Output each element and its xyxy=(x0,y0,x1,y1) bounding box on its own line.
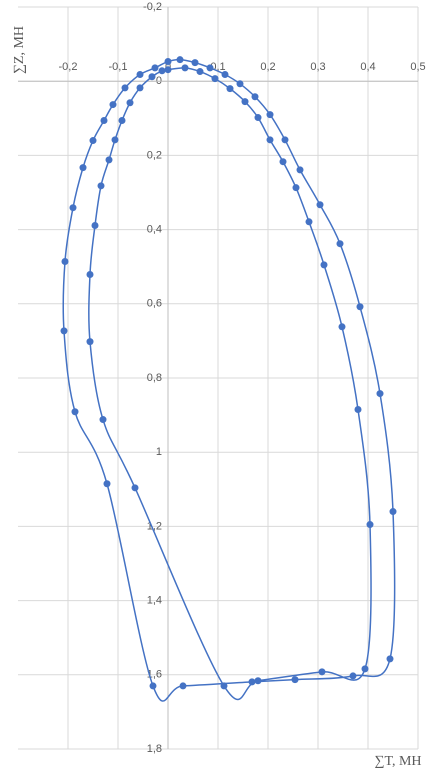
data-point xyxy=(86,338,94,346)
y-tick-label: 0,2 xyxy=(147,149,162,161)
data-point xyxy=(71,408,79,416)
data-point xyxy=(316,201,324,209)
data-point xyxy=(389,508,397,516)
data-point xyxy=(248,678,256,686)
data-point xyxy=(320,261,328,269)
data-point xyxy=(386,655,394,663)
data-point xyxy=(97,182,105,190)
data-point xyxy=(266,136,274,144)
data-point xyxy=(221,71,229,79)
y-axis-title: ∑Z, МН xyxy=(12,26,27,74)
data-point xyxy=(164,66,172,74)
y-tick-label: 1 xyxy=(156,446,162,458)
data-point xyxy=(60,327,68,335)
data-point xyxy=(251,93,259,101)
data-point xyxy=(99,416,107,424)
data-point xyxy=(241,98,249,106)
x-tick-label: 0,2 xyxy=(260,61,275,73)
data-point xyxy=(349,672,357,680)
data-point xyxy=(103,480,111,488)
data-point xyxy=(121,84,129,92)
data-point xyxy=(126,99,134,107)
x-axis-title: ∑T, МН xyxy=(374,754,421,769)
data-point xyxy=(291,676,299,684)
data-point xyxy=(148,73,156,81)
x-tick-label: -0,1 xyxy=(109,61,128,73)
data-point xyxy=(176,56,184,64)
y-tick-label: 1,2 xyxy=(147,520,162,532)
data-point xyxy=(164,58,172,66)
data-point xyxy=(226,85,234,93)
data-point xyxy=(89,137,97,145)
data-point xyxy=(366,521,374,529)
x-tick-label: 0,4 xyxy=(360,61,375,73)
data-point xyxy=(61,258,69,266)
y-tick-label: -0,2 xyxy=(143,1,162,13)
y-tick-label: 0,6 xyxy=(147,298,162,310)
data-point xyxy=(196,68,204,76)
series-line xyxy=(88,67,372,701)
data-point xyxy=(111,136,119,144)
data-point xyxy=(376,390,384,398)
data-point xyxy=(266,111,274,119)
data-point xyxy=(181,64,189,72)
data-point xyxy=(236,80,244,88)
data-point xyxy=(100,117,108,125)
x-tick-label: 0,3 xyxy=(310,61,325,73)
data-point xyxy=(318,668,326,676)
y-tick-label: 0,4 xyxy=(147,224,162,236)
data-point xyxy=(206,64,214,72)
data-point xyxy=(356,303,364,311)
data-point xyxy=(338,323,346,331)
data-point xyxy=(336,240,344,248)
data-point xyxy=(136,84,144,92)
x-tick-label: -0,2 xyxy=(59,61,78,73)
data-point xyxy=(254,114,262,122)
data-point xyxy=(191,59,199,67)
data-point xyxy=(136,71,144,79)
data-point xyxy=(281,136,289,144)
data-point xyxy=(254,677,262,685)
data-point xyxy=(354,406,362,414)
data-point xyxy=(361,665,369,673)
data-point xyxy=(91,222,99,230)
data-point xyxy=(220,682,228,690)
data-point xyxy=(305,218,313,226)
data-point xyxy=(279,158,287,166)
data-point xyxy=(105,156,113,164)
y-tick-label: 0,8 xyxy=(147,372,162,384)
y-tick-label: 1,4 xyxy=(147,595,162,607)
data-point xyxy=(151,64,159,72)
data-point xyxy=(86,270,94,278)
data-point xyxy=(131,484,139,492)
data-point xyxy=(296,166,304,174)
data-point xyxy=(118,117,126,125)
data-point xyxy=(179,682,187,690)
data-point xyxy=(158,67,166,75)
data-point xyxy=(79,164,87,172)
data-point xyxy=(69,204,77,212)
data-point xyxy=(149,682,157,690)
y-tick-label: 1,8 xyxy=(147,743,162,755)
data-point xyxy=(292,184,300,192)
data-point xyxy=(211,75,219,83)
data-point xyxy=(109,101,117,109)
x-tick-label: 0,5 xyxy=(410,61,425,73)
